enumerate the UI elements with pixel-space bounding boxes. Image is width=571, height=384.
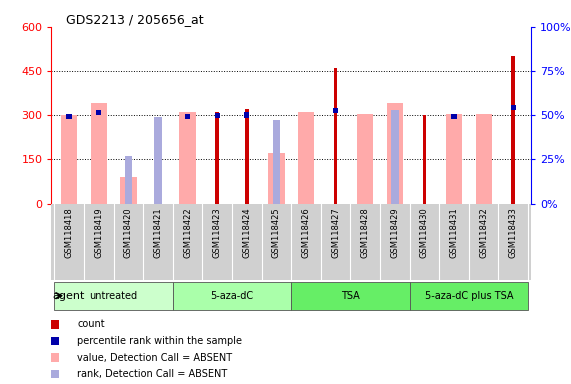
- Bar: [91, 103, 107, 204]
- Text: GSM118421: GSM118421: [154, 207, 163, 258]
- Bar: [96, 110, 102, 115]
- Text: GDS2213 / 205656_at: GDS2213 / 205656_at: [66, 13, 203, 26]
- Text: GSM118427: GSM118427: [331, 207, 340, 258]
- Text: rank, Detection Call = ABSENT: rank, Detection Call = ABSENT: [77, 369, 227, 379]
- Bar: [215, 113, 220, 118]
- Bar: [409, 282, 528, 310]
- Text: 5-aza-dC plus TSA: 5-aza-dC plus TSA: [425, 291, 513, 301]
- Bar: [391, 110, 399, 204]
- Bar: [268, 154, 284, 204]
- Text: GSM118429: GSM118429: [391, 207, 399, 258]
- Bar: [54, 282, 173, 310]
- Text: GSM118425: GSM118425: [272, 207, 281, 258]
- Text: GSM118424: GSM118424: [242, 207, 251, 258]
- Bar: [124, 156, 132, 204]
- Bar: [512, 56, 515, 204]
- Bar: [333, 108, 338, 113]
- Text: GSM118432: GSM118432: [479, 207, 488, 258]
- Bar: [173, 282, 291, 310]
- Text: GSM118418: GSM118418: [65, 207, 74, 258]
- Text: count: count: [77, 319, 104, 329]
- Text: GSM118426: GSM118426: [301, 207, 311, 258]
- Bar: [179, 112, 196, 204]
- Text: GSM118431: GSM118431: [449, 207, 459, 258]
- Bar: [185, 114, 190, 119]
- Bar: [387, 103, 403, 204]
- Text: GSM118420: GSM118420: [124, 207, 133, 258]
- Bar: [215, 112, 219, 204]
- Bar: [476, 114, 492, 204]
- Text: percentile rank within the sample: percentile rank within the sample: [77, 336, 242, 346]
- Text: GSM118422: GSM118422: [183, 207, 192, 258]
- Text: GSM118428: GSM118428: [361, 207, 370, 258]
- Text: untreated: untreated: [90, 291, 138, 301]
- Bar: [61, 115, 77, 204]
- Bar: [357, 114, 373, 204]
- Bar: [245, 109, 248, 204]
- Bar: [120, 177, 136, 204]
- Bar: [154, 117, 162, 204]
- Text: value, Detection Call = ABSENT: value, Detection Call = ABSENT: [77, 353, 232, 362]
- Text: GSM118419: GSM118419: [94, 207, 103, 258]
- Text: GSM118423: GSM118423: [212, 207, 222, 258]
- Bar: [446, 114, 462, 204]
- Text: agent: agent: [52, 291, 85, 301]
- Bar: [244, 112, 250, 118]
- Bar: [334, 68, 337, 204]
- Text: GSM118430: GSM118430: [420, 207, 429, 258]
- Bar: [298, 112, 314, 204]
- Bar: [273, 120, 280, 204]
- Bar: [423, 115, 426, 204]
- Text: GSM118433: GSM118433: [509, 207, 518, 258]
- Bar: [452, 114, 457, 119]
- Bar: [66, 114, 72, 119]
- Text: 5-aza-dC: 5-aza-dC: [211, 291, 254, 301]
- Bar: [291, 282, 409, 310]
- Text: TSA: TSA: [341, 291, 360, 301]
- Bar: [510, 105, 516, 110]
